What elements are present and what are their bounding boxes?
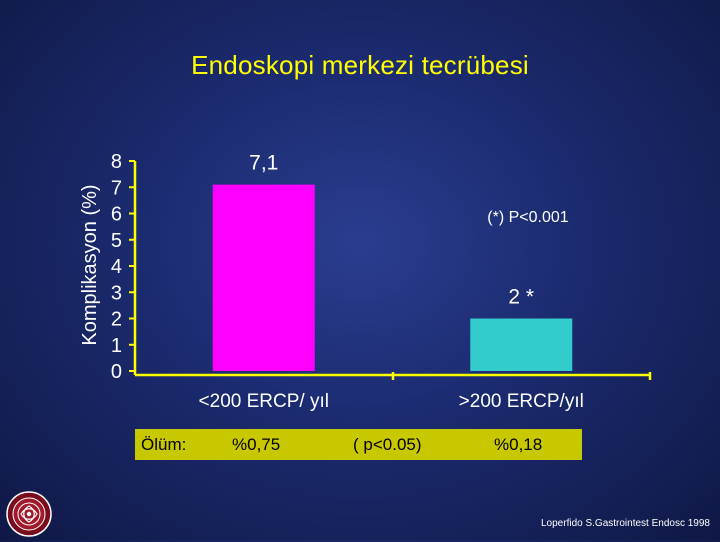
data-label: 2 * (508, 286, 534, 309)
significance-note: (*) P<0.001 (487, 209, 568, 226)
mortality-row: Ölüm: %0,75 ( p<0.05) %0,18 (135, 429, 582, 460)
citation-text: Loperfido S.Gastrointest Endosc 1998 (541, 518, 710, 529)
y-tick-label: 8 (111, 151, 122, 173)
y-tick-label: 6 (111, 204, 122, 226)
data-label: 7,1 (249, 152, 278, 175)
mortality-low-volume-value: %0,75 (232, 435, 281, 454)
y-tick-label: 0 (111, 361, 122, 383)
mortality-high-volume-value: %0,18 (494, 435, 543, 454)
bar (470, 318, 573, 371)
slide-title: Endoskopi merkezi tecrübesi (191, 50, 529, 80)
mortality-p-value: ( p<0.05) (353, 435, 422, 454)
university-seal-icon (6, 491, 52, 537)
y-tick-label: 3 (111, 282, 122, 304)
y-tick-label: 1 (111, 335, 122, 357)
x-tick-label: <200 ERCP/ yıl (199, 391, 329, 412)
x-tick-label: >200 ERCP/yıl (459, 391, 584, 412)
y-tick-label: 7 (111, 177, 122, 199)
mortality-label: Ölüm: (141, 435, 187, 454)
bar (212, 184, 315, 371)
y-tick-label: 4 (111, 256, 122, 278)
y-tick-label: 2 (111, 309, 122, 331)
y-axis-label: Komplikasyon (%) (79, 184, 101, 345)
y-tick-label: 5 (111, 230, 122, 252)
